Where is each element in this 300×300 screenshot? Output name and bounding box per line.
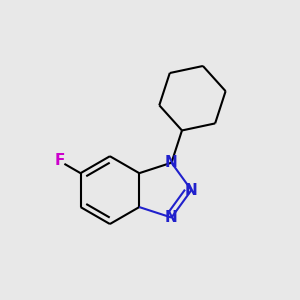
Text: N: N [185, 183, 198, 198]
Text: F: F [54, 154, 64, 169]
Text: N: N [165, 155, 178, 170]
Text: N: N [165, 210, 178, 225]
